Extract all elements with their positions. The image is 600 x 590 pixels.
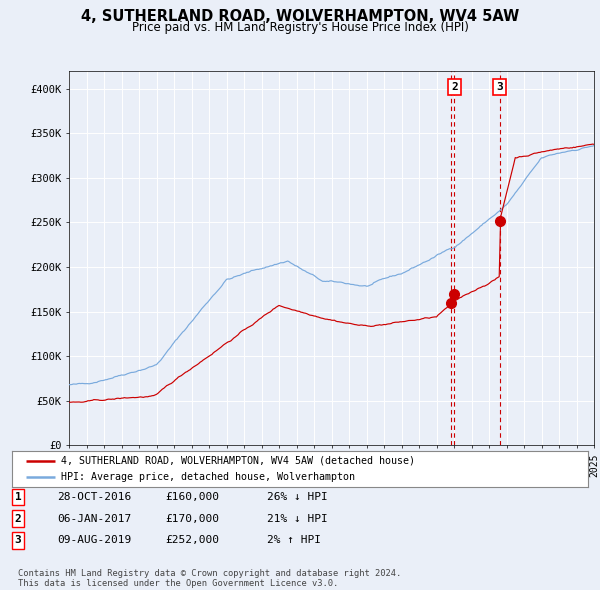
Text: 4, SUTHERLAND ROAD, WOLVERHAMPTON, WV4 5AW: 4, SUTHERLAND ROAD, WOLVERHAMPTON, WV4 5… bbox=[81, 9, 519, 24]
Text: Contains HM Land Registry data © Crown copyright and database right 2024.
This d: Contains HM Land Registry data © Crown c… bbox=[18, 569, 401, 588]
Text: 26% ↓ HPI: 26% ↓ HPI bbox=[267, 492, 328, 502]
Text: 3: 3 bbox=[496, 82, 503, 92]
Text: 2% ↑ HPI: 2% ↑ HPI bbox=[267, 536, 321, 545]
Text: £170,000: £170,000 bbox=[165, 514, 219, 523]
Text: 4, SUTHERLAND ROAD, WOLVERHAMPTON, WV4 5AW (detached house): 4, SUTHERLAND ROAD, WOLVERHAMPTON, WV4 5… bbox=[61, 456, 415, 466]
Text: 3: 3 bbox=[14, 536, 22, 545]
Text: Price paid vs. HM Land Registry's House Price Index (HPI): Price paid vs. HM Land Registry's House … bbox=[131, 21, 469, 34]
Text: 21% ↓ HPI: 21% ↓ HPI bbox=[267, 514, 328, 523]
Text: 2: 2 bbox=[14, 514, 22, 523]
Text: 06-JAN-2017: 06-JAN-2017 bbox=[57, 514, 131, 523]
Text: 2: 2 bbox=[451, 82, 458, 92]
Text: 28-OCT-2016: 28-OCT-2016 bbox=[57, 492, 131, 502]
Text: 1: 1 bbox=[14, 492, 22, 502]
Text: £160,000: £160,000 bbox=[165, 492, 219, 502]
Text: £252,000: £252,000 bbox=[165, 536, 219, 545]
Text: 09-AUG-2019: 09-AUG-2019 bbox=[57, 536, 131, 545]
Text: HPI: Average price, detached house, Wolverhampton: HPI: Average price, detached house, Wolv… bbox=[61, 472, 355, 482]
